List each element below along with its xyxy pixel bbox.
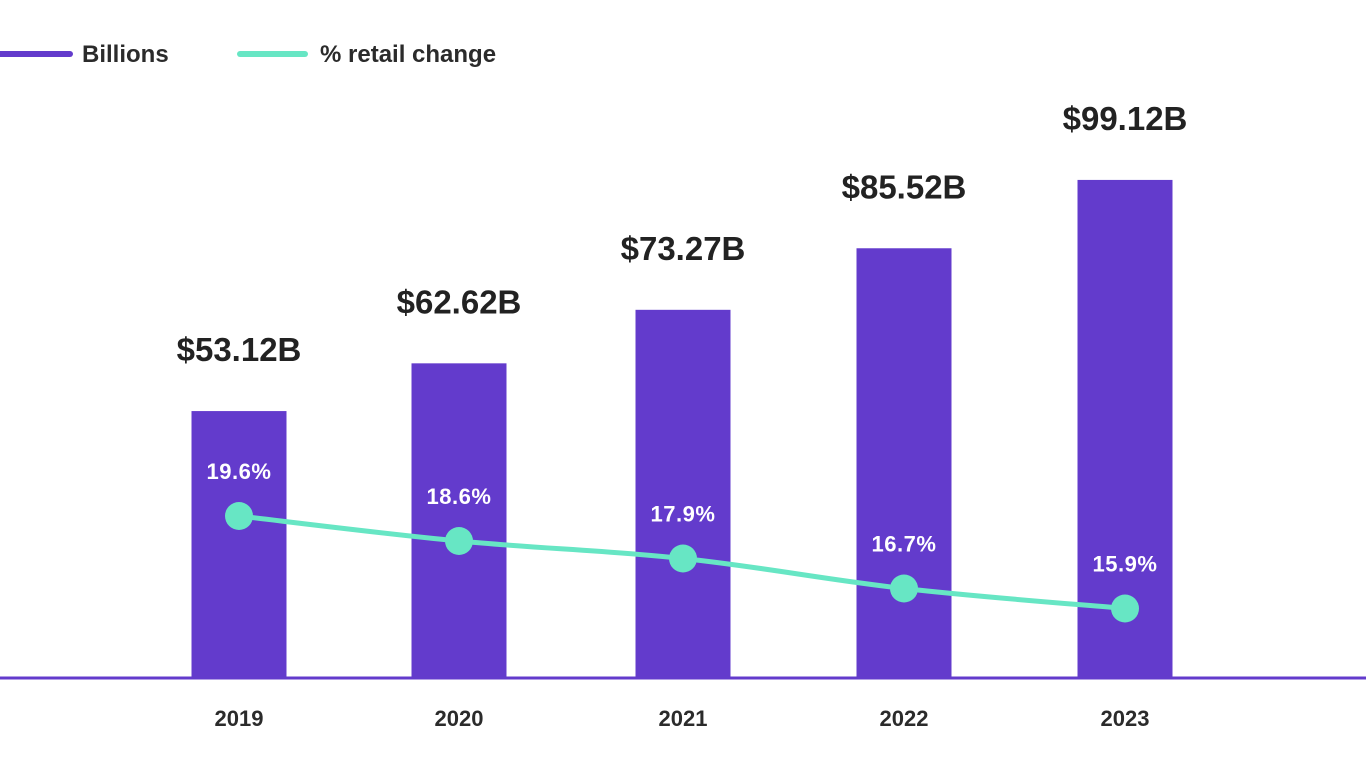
retail-change-point-2020 — [445, 527, 473, 555]
x-tick-label-2019: 2019 — [215, 706, 264, 731]
retail-change-label-2019: 19.6% — [207, 459, 272, 484]
retail-change-point-2023 — [1111, 594, 1139, 623]
bar-value-label-2022: $85.52B — [842, 168, 967, 205]
x-tick-label-2022: 2022 — [880, 706, 929, 731]
retail-change-point-2021 — [669, 544, 697, 573]
legend-label-billions: Billions — [82, 41, 169, 68]
retail-change-point-2019 — [225, 502, 253, 530]
retail-change-point-2022 — [890, 574, 918, 603]
retail-change-label-2022: 16.7% — [872, 532, 937, 557]
bars-layer — [191, 179, 1173, 678]
bar-2020 — [411, 363, 507, 678]
x-tick-label-2021: 2021 — [659, 706, 708, 731]
bar-2021 — [635, 309, 731, 678]
retail-change-label-2023: 15.9% — [1093, 552, 1158, 577]
legend: Billions % retail change — [0, 41, 496, 68]
retail-change-label-2020: 18.6% — [427, 484, 492, 509]
legend-label-retail-change: % retail change — [320, 41, 496, 68]
retail-change-label-2021: 17.9% — [651, 502, 716, 527]
bar-2019 — [191, 411, 287, 678]
x-tick-label-2020: 2020 — [435, 706, 484, 731]
bar-value-label-2019: $53.12B — [177, 331, 302, 368]
x-tick-label-2023: 2023 — [1101, 706, 1150, 731]
bar-value-label-2021: $73.27B — [621, 230, 746, 267]
bar-value-label-2020: $62.62B — [397, 283, 522, 320]
bar-2022 — [856, 248, 952, 678]
line-layer — [225, 502, 1139, 623]
x-axis-ticks: 2019 2020 2021 2022 2023 — [215, 706, 1150, 731]
labels-layer: $53.12B $62.62B $73.27B $85.52B $99.12B 19.6%… — [177, 100, 1188, 577]
bar-value-label-2023: $99.12B — [1063, 100, 1188, 137]
